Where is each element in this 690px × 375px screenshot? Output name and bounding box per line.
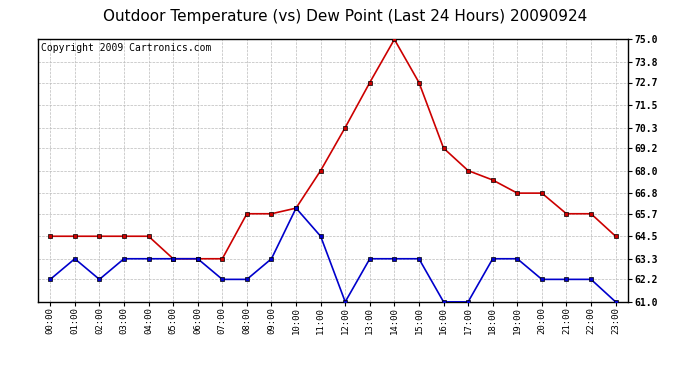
Text: Outdoor Temperature (vs) Dew Point (Last 24 Hours) 20090924: Outdoor Temperature (vs) Dew Point (Last… [103,9,587,24]
Text: Copyright 2009 Cartronics.com: Copyright 2009 Cartronics.com [41,44,211,53]
